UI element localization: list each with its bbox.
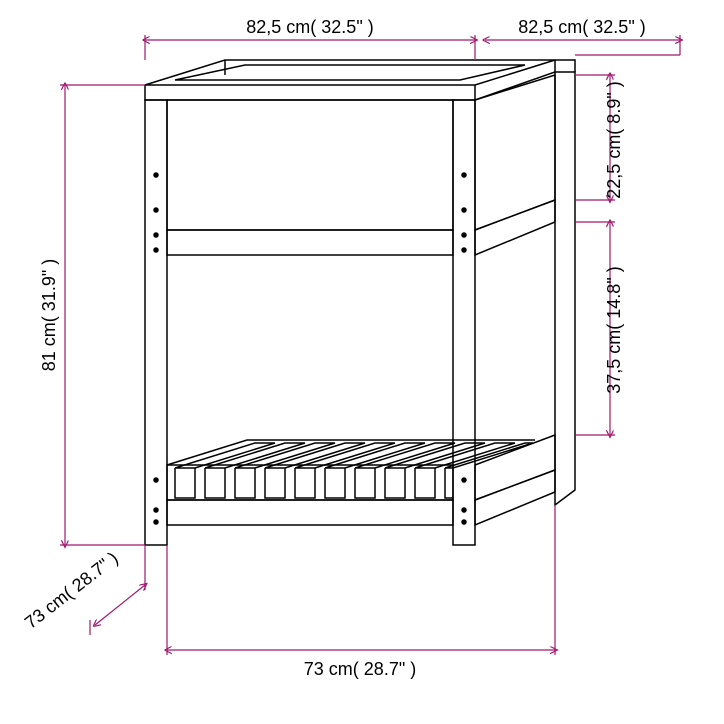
dim-lower-gap: 37,5 cm( 14.8" ): [604, 266, 624, 393]
furniture-drawing: [145, 60, 575, 545]
dim-width-bottom: 73 cm( 28.7" ): [304, 659, 416, 679]
dim-upper-gap: 22,5 cm( 8.9" ): [604, 81, 624, 198]
dim-height-left: 81 cm( 31.9" ): [39, 259, 59, 371]
dim-width-top1: 82,5 cm( 32.5" ): [246, 17, 373, 37]
dim-width-top2: 82,5 cm( 32.5" ): [518, 17, 645, 37]
dim-depth-bottom: 73 cm( 28.7" ): [21, 548, 122, 633]
dimensions: 82,5 cm( 32.5" ) 82,5 cm( 32.5" ) 81 cm(…: [21, 17, 680, 679]
shelf-slats: [167, 443, 533, 500]
